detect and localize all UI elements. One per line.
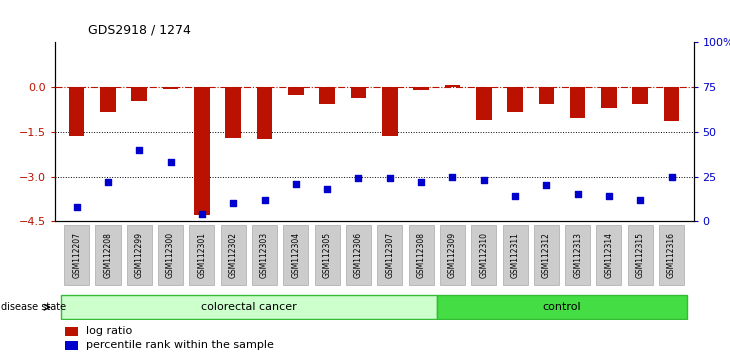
FancyBboxPatch shape [502,225,528,285]
FancyBboxPatch shape [61,295,437,319]
Point [227,200,239,206]
Point [634,197,646,202]
Bar [194,87,210,215]
Bar [226,87,241,138]
FancyBboxPatch shape [346,225,371,285]
FancyBboxPatch shape [158,225,183,285]
Text: GDS2918 / 1274: GDS2918 / 1274 [88,23,191,36]
FancyBboxPatch shape [628,225,653,285]
Text: GSM112316: GSM112316 [667,232,676,278]
Point [447,174,458,179]
Bar [288,87,304,95]
Text: GSM112310: GSM112310 [479,232,488,278]
Text: GSM112303: GSM112303 [260,232,269,278]
Text: GSM112305: GSM112305 [323,232,331,278]
Bar [445,85,460,87]
Bar [570,87,585,119]
Bar [65,341,78,350]
Text: GSM112308: GSM112308 [417,232,426,278]
Bar [413,87,429,90]
Text: GSM112306: GSM112306 [354,232,363,278]
Point [572,192,583,197]
Bar [131,87,147,101]
FancyBboxPatch shape [64,225,89,285]
Point [478,177,490,183]
Bar [632,87,648,104]
FancyBboxPatch shape [471,225,496,285]
Text: GSM112207: GSM112207 [72,232,81,278]
Text: GSM112300: GSM112300 [166,232,175,278]
Point [134,147,145,153]
Bar [382,87,398,136]
Text: GSM112299: GSM112299 [135,232,144,278]
Point [415,179,427,185]
Bar [539,87,554,104]
Bar [319,87,335,104]
Bar [65,327,78,336]
FancyBboxPatch shape [96,225,120,285]
FancyBboxPatch shape [377,225,402,285]
Point [384,176,396,181]
Text: GSM112301: GSM112301 [197,232,207,278]
Text: control: control [542,302,581,312]
Text: GSM112314: GSM112314 [604,232,613,278]
Point [258,197,270,202]
Point [102,179,114,185]
Bar [601,87,617,108]
Text: GSM112302: GSM112302 [228,232,238,278]
Bar [350,87,366,98]
Text: GSM112311: GSM112311 [510,232,520,278]
Text: log ratio: log ratio [86,326,133,336]
Point [290,181,301,187]
Bar [476,87,491,120]
FancyBboxPatch shape [252,225,277,285]
Bar [507,87,523,113]
Text: GSM112309: GSM112309 [448,232,457,278]
Point [603,193,615,199]
Point [540,183,552,188]
Text: GSM112313: GSM112313 [573,232,582,278]
Bar [163,87,178,88]
Text: disease state: disease state [1,302,66,312]
Text: GSM112304: GSM112304 [291,232,300,278]
Text: GSM112312: GSM112312 [542,232,551,278]
Point [196,211,208,217]
FancyBboxPatch shape [315,225,339,285]
Bar [69,87,85,136]
Point [321,186,333,192]
FancyBboxPatch shape [189,225,215,285]
FancyBboxPatch shape [440,225,465,285]
Point [165,159,177,165]
Text: percentile rank within the sample: percentile rank within the sample [86,340,274,350]
Point [666,174,677,179]
FancyBboxPatch shape [534,225,559,285]
FancyBboxPatch shape [437,295,687,319]
Text: GSM112307: GSM112307 [385,232,394,278]
Text: colorectal cancer: colorectal cancer [201,302,297,312]
FancyBboxPatch shape [596,225,621,285]
FancyBboxPatch shape [659,225,684,285]
FancyBboxPatch shape [220,225,246,285]
Text: GSM112315: GSM112315 [636,232,645,278]
Point [71,204,82,210]
FancyBboxPatch shape [283,225,308,285]
Bar [664,87,680,121]
Point [510,193,521,199]
FancyBboxPatch shape [409,225,434,285]
FancyBboxPatch shape [127,225,152,285]
Point [353,176,364,181]
Bar [257,87,272,139]
FancyBboxPatch shape [565,225,590,285]
Text: GSM112208: GSM112208 [104,232,112,278]
Bar [100,87,116,113]
